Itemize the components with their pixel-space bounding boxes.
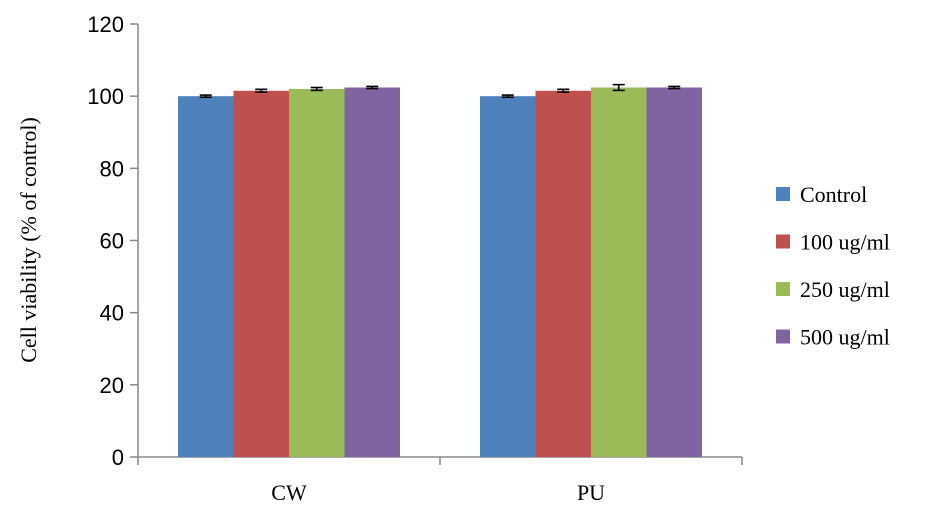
y-tick-label: 20 xyxy=(100,373,124,398)
legend-swatch xyxy=(776,234,790,249)
y-tick-label: 80 xyxy=(100,156,124,181)
legend: Control 100 ug/ml 250 ug/ml 500 ug/ml xyxy=(776,182,890,350)
y-tick-label: 60 xyxy=(100,229,124,254)
bar xyxy=(289,88,345,457)
bar xyxy=(535,90,591,458)
x-category-label: PU xyxy=(577,480,605,505)
bar xyxy=(480,96,536,458)
legend-label: 500 ug/ml xyxy=(800,325,890,350)
y-axis-title: Cell viability (% of control) xyxy=(16,117,41,363)
y-tick-label: 100 xyxy=(87,84,124,109)
legend-label: Control xyxy=(800,182,867,207)
bar xyxy=(344,87,400,458)
legend-swatch xyxy=(776,282,790,296)
bar xyxy=(646,87,702,458)
bar xyxy=(178,96,234,458)
y-tick-label: 120 xyxy=(87,12,124,37)
x-category-label: CW xyxy=(271,480,307,505)
y-axis: 0 20 40 60 80 100 120 xyxy=(87,12,139,470)
x-axis: CW PU xyxy=(137,456,743,505)
bar xyxy=(233,90,289,458)
legend-label: 250 ug/ml xyxy=(800,277,890,302)
y-tick-label: 0 xyxy=(112,445,124,470)
bar xyxy=(591,87,647,458)
legend-swatch xyxy=(776,329,790,344)
bars xyxy=(178,83,702,458)
legend-label: 100 ug/ml xyxy=(800,230,890,255)
legend-swatch xyxy=(776,187,790,201)
y-tick-label: 40 xyxy=(100,301,124,326)
